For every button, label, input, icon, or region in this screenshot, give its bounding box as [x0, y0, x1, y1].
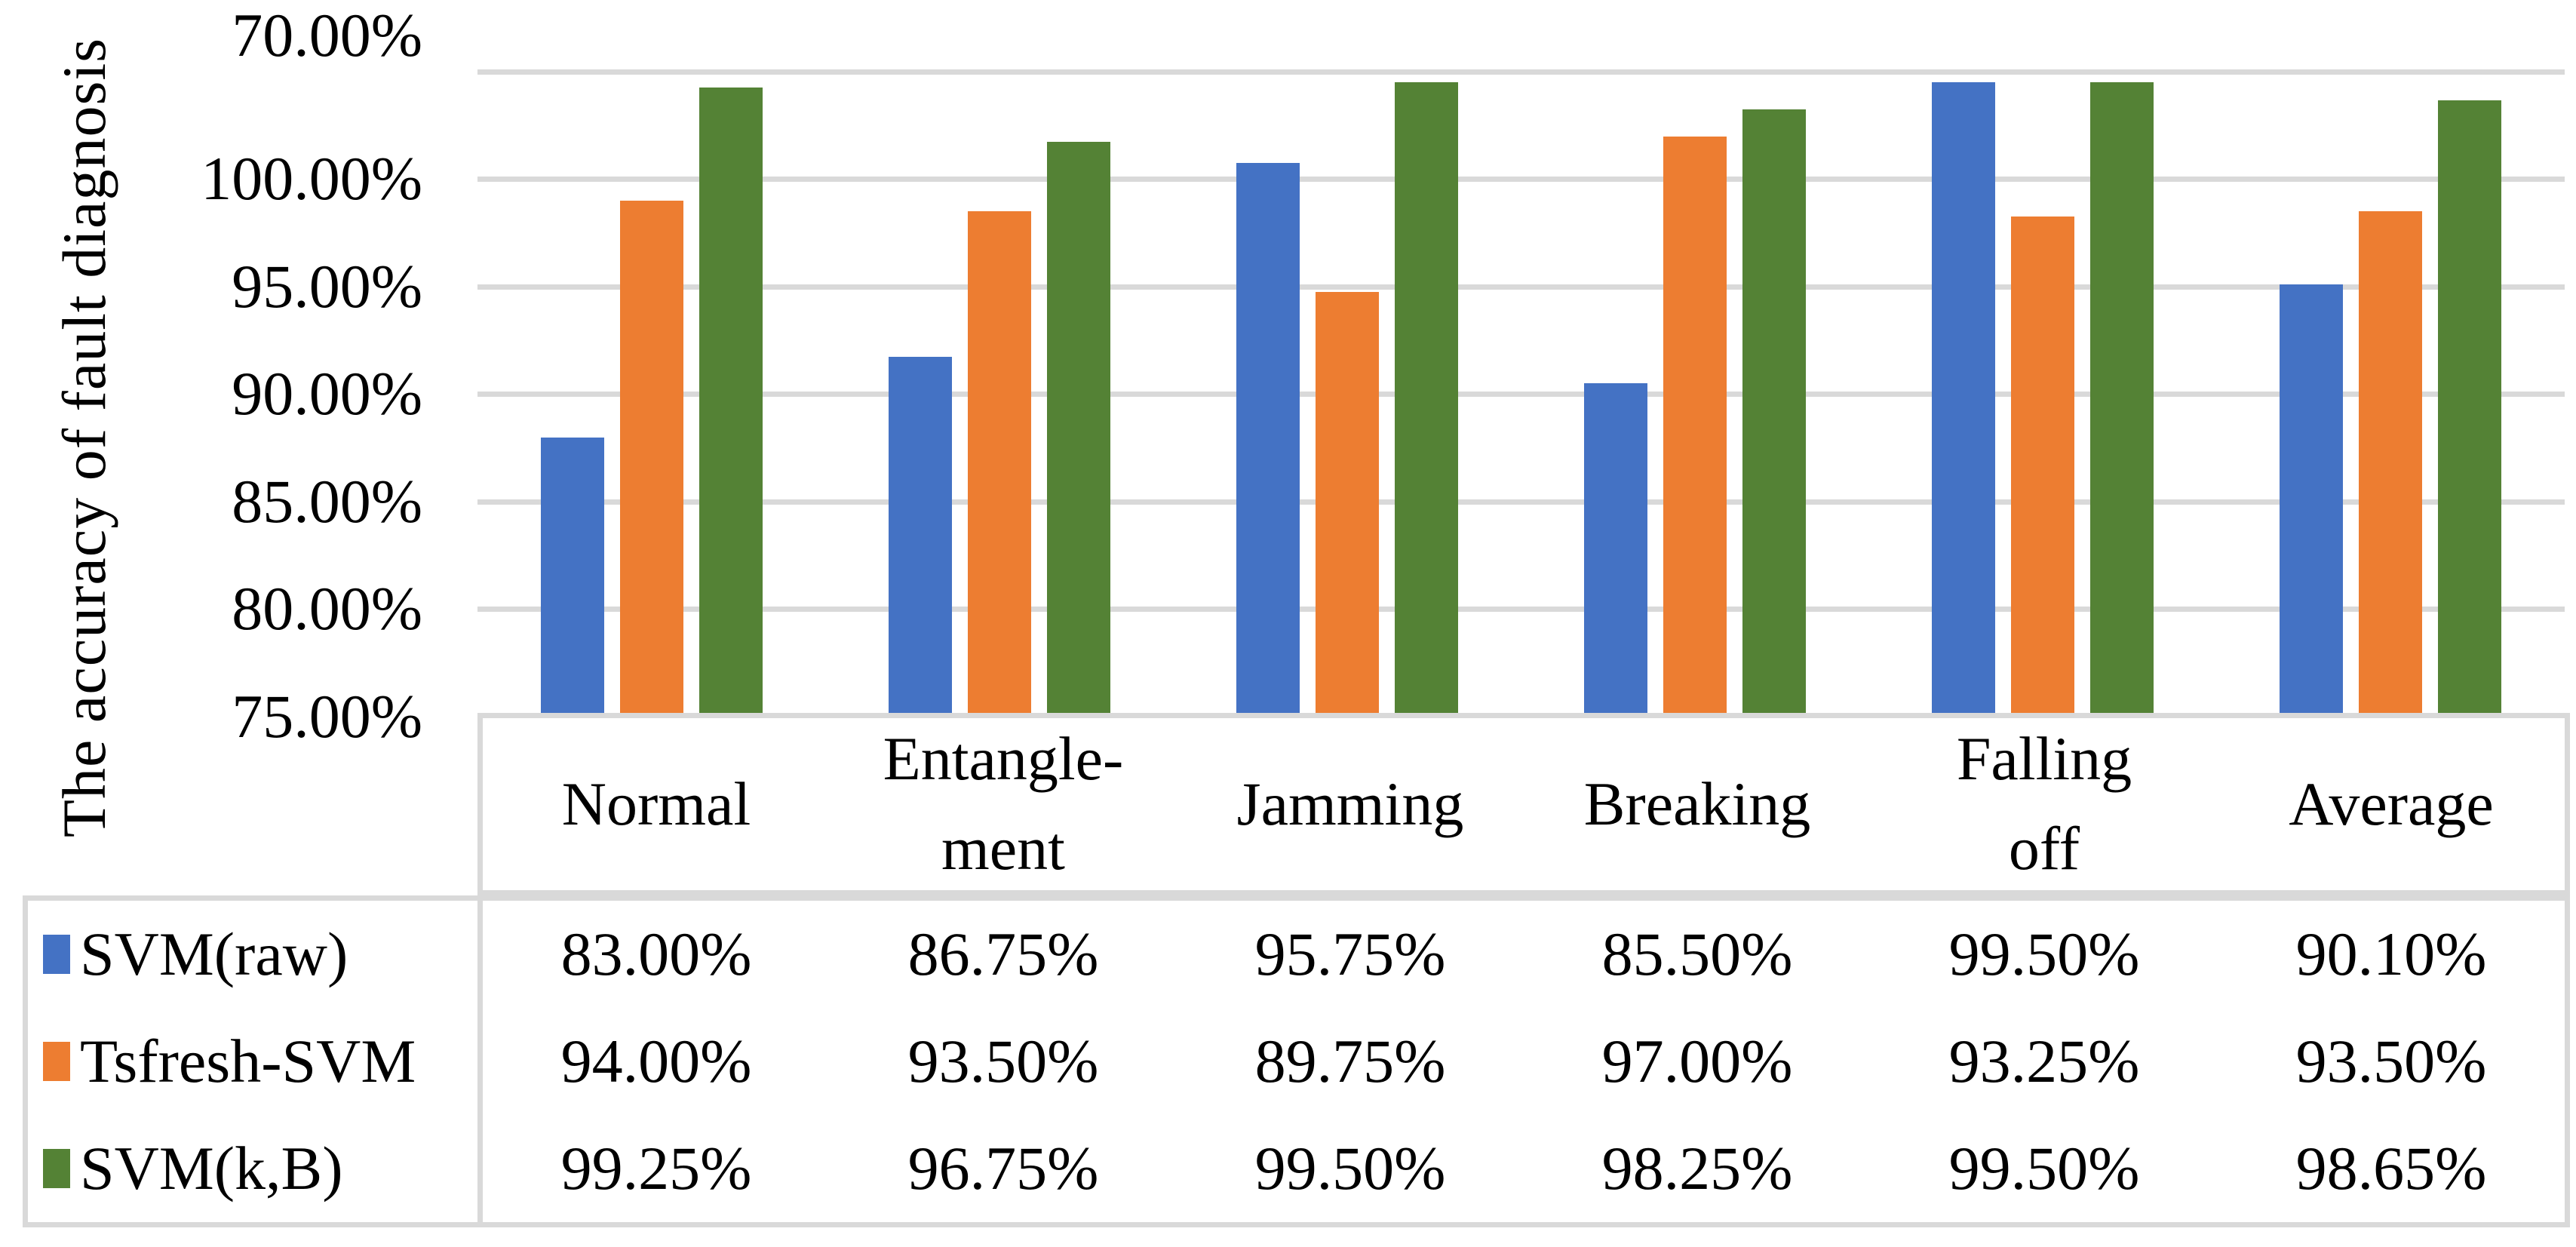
legend-item: SVM(k,B): [28, 1133, 483, 1204]
y-axis-tick-label: 100.00%: [201, 144, 422, 213]
x-axis-category-row: Normal Entangle- ment Jamming Breaking F…: [477, 713, 2570, 895]
gridline: [477, 69, 2565, 75]
table-cell-value: 85.50%: [1601, 920, 1793, 988]
category-label: Falling off: [1956, 724, 2132, 883]
bar: [1236, 163, 1300, 717]
y-axis-tick-label: 70.00%: [232, 1, 422, 69]
legend-series-name: Tsfresh-SVM: [80, 1027, 416, 1095]
category-label: Entangle- ment: [883, 724, 1124, 883]
table-cell-value: 93.25%: [1948, 1027, 2140, 1095]
legend-color-swatch: [43, 935, 70, 974]
y-axis-tick-label: 75.00%: [232, 682, 422, 751]
legend-series-name: SVM(raw): [80, 920, 348, 988]
table-cell-value: 86.75%: [907, 920, 1099, 988]
y-axis-tick-label: 80.00%: [232, 574, 422, 643]
bar: [1584, 383, 1648, 717]
table-cell-value: 99.50%: [1254, 1134, 1446, 1202]
bar: [888, 356, 952, 717]
table-cell-value: 83.00%: [560, 920, 752, 988]
table-row: SVM(k,B) 99.25% 96.75% 99.50% 98.25% 99.…: [28, 1115, 2565, 1222]
bar: [698, 88, 763, 717]
bar: [2438, 100, 2502, 717]
y-axis-tick-label: 85.00%: [232, 467, 422, 536]
gridline: [477, 392, 2565, 397]
bar: [540, 437, 604, 717]
bar-group-jamming: [1173, 72, 1521, 717]
table-row: Tsfresh-SVM 94.00% 93.50% 89.75% 97.00% …: [28, 1008, 2565, 1115]
plot-area: [477, 69, 2565, 720]
bar: [1394, 82, 1458, 717]
table-cell-value: 95.75%: [1254, 920, 1446, 988]
y-axis-tick-label: 90.00%: [232, 359, 422, 428]
table-cell-value: 93.50%: [2295, 1027, 2487, 1095]
bar-group-breaking: [1521, 72, 1869, 717]
table-cell-value: 99.50%: [1948, 920, 2140, 988]
bar: [967, 211, 1031, 717]
table-cell-value: 97.00%: [1601, 1027, 1793, 1095]
legend-color-swatch: [43, 1042, 70, 1081]
table-row: SVM(raw) 83.00% 86.75% 95.75% 85.50% 99.…: [28, 901, 2565, 1008]
table-cell-value: 90.10%: [2295, 920, 2487, 988]
table-cell-value: 93.50%: [907, 1027, 1099, 1095]
bar: [2359, 211, 2423, 717]
bar: [619, 201, 683, 717]
table-column-separator: [477, 901, 483, 1222]
bar-group-falling-off: [1869, 72, 2217, 717]
table-cell-value: 94.00%: [560, 1027, 752, 1095]
bar-group-entanglement: [825, 72, 1173, 717]
bar: [1315, 292, 1379, 717]
category-label: Average: [2289, 769, 2494, 838]
legend-series-name: SVM(k,B): [80, 1134, 343, 1202]
gridline: [477, 177, 2565, 182]
gridline: [477, 284, 2565, 290]
bar-group-normal: [477, 72, 825, 717]
data-table: SVM(raw) 83.00% 86.75% 95.75% 85.50% 99.…: [23, 895, 2570, 1227]
gridline: [477, 607, 2565, 612]
bar-group-average: [2217, 72, 2565, 717]
category-label: Jamming: [1236, 769, 1464, 838]
category-label: Breaking: [1583, 769, 1811, 838]
legend-item: Tsfresh-SVM: [28, 1026, 483, 1097]
bar: [1046, 141, 1110, 717]
bar: [2011, 217, 2075, 717]
bar: [2090, 82, 2154, 717]
table-cell-value: 98.25%: [1601, 1134, 1793, 1202]
legend-item: SVM(raw): [28, 919, 483, 990]
table-cell-value: 99.25%: [560, 1134, 752, 1202]
y-axis-tick-label: 95.00%: [232, 252, 422, 321]
table-cell-value: 89.75%: [1254, 1027, 1446, 1095]
bar: [2280, 284, 2344, 717]
category-label: Normal: [561, 769, 751, 838]
table-cell-value: 96.75%: [907, 1134, 1099, 1202]
table-cell-value: 99.50%: [1948, 1134, 2140, 1202]
bar: [1742, 109, 1807, 717]
bar: [1663, 136, 1727, 717]
bar: [1932, 82, 1996, 717]
legend-color-swatch: [43, 1149, 70, 1188]
table-cell-value: 98.65%: [2295, 1134, 2487, 1202]
gridline: [477, 499, 2565, 505]
